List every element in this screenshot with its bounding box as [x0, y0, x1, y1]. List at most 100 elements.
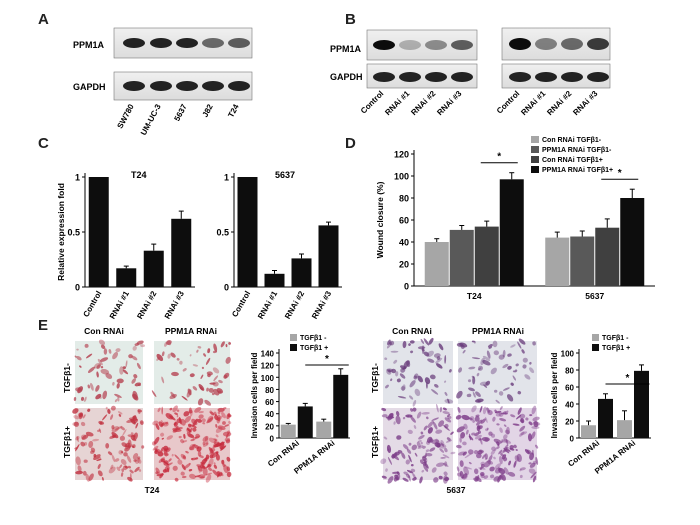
legend-label: PPM1A RNAi TGFβ1+: [542, 167, 613, 174]
stained-cell: [217, 441, 220, 445]
x-tick-label: RNAi #1: [256, 289, 279, 321]
stained-cell: [198, 411, 204, 414]
stained-cell: [456, 390, 463, 399]
stained-cell: [532, 416, 540, 422]
significance-marker: *: [626, 373, 630, 384]
y-tick-label: 80: [399, 194, 409, 204]
stained-cell: [444, 417, 452, 423]
blot-a-bands: [123, 38, 250, 91]
y-tick-label: 40: [565, 401, 574, 410]
stained-cell: [528, 421, 533, 426]
stained-cell: [140, 344, 145, 348]
stained-cell: [521, 349, 525, 354]
chart-title: 5637: [275, 170, 295, 180]
stained-cell: [476, 372, 480, 377]
stained-cell: [203, 353, 207, 357]
stained-cell: [429, 438, 434, 443]
stained-cell: [515, 449, 518, 451]
stained-cell: [182, 455, 186, 459]
stained-cell: [114, 393, 122, 398]
stained-cell: [492, 416, 496, 422]
stained-cell: [531, 431, 536, 440]
x-tick-label: RNAi #2: [135, 289, 158, 321]
stained-cell: [503, 434, 508, 440]
stained-cell: [409, 340, 415, 344]
stained-cell: [201, 458, 208, 465]
stained-cell: [422, 455, 427, 459]
significance-marker: *: [325, 354, 329, 365]
micrograph-row-label: TGFβ1-: [62, 363, 72, 393]
stained-cell: [209, 382, 216, 385]
stained-cell: [121, 468, 125, 472]
stained-cell: [513, 444, 517, 449]
stained-cell: [471, 375, 475, 379]
lane-label: J82: [201, 102, 215, 118]
stained-cell: [442, 407, 447, 411]
stained-cell: [410, 463, 414, 467]
stained-cell: [102, 390, 108, 400]
stained-cell: [117, 411, 123, 415]
stained-cell: [438, 475, 443, 480]
bar: [545, 237, 570, 286]
stained-cell: [129, 469, 134, 474]
stained-cell: [221, 459, 225, 465]
chart-title: T24: [131, 170, 147, 180]
stained-cell: [381, 407, 387, 412]
y-tick-label: 140: [261, 350, 275, 359]
stained-cell: [421, 345, 425, 355]
stained-cell: [413, 425, 417, 429]
stained-cell: [529, 414, 533, 417]
stained-cell: [500, 440, 504, 444]
stained-cell: [97, 470, 103, 477]
stained-cell: [136, 340, 144, 345]
stained-cell: [98, 420, 105, 425]
stained-cell: [411, 444, 418, 451]
stained-cell: [77, 465, 82, 472]
stained-cell: [392, 453, 400, 461]
stained-cell: [174, 477, 179, 482]
stained-cell: [494, 409, 498, 413]
x-tick-label: T24: [467, 291, 482, 301]
bar: [291, 258, 312, 287]
blot-band: [228, 81, 250, 91]
blot-band: [587, 38, 609, 50]
micrograph-tiles-5637: [380, 337, 541, 484]
stained-cell: [108, 466, 116, 474]
stained-cell: [212, 469, 219, 477]
stained-cell: [462, 451, 467, 456]
stained-cell: [118, 449, 124, 455]
stained-cell: [90, 382, 94, 391]
stained-cell: [163, 460, 170, 466]
stained-cell: [480, 463, 485, 468]
stained-cell: [533, 421, 539, 428]
stained-cell: [468, 366, 476, 370]
stained-cell: [96, 364, 101, 369]
stained-cell: [406, 448, 412, 454]
stained-cell: [133, 459, 138, 462]
stained-cell: [387, 339, 391, 346]
stained-cell: [400, 386, 406, 391]
stained-cell: [434, 384, 439, 388]
stained-cell: [160, 432, 165, 437]
stained-cell: [502, 411, 507, 415]
stained-cell: [182, 368, 187, 372]
stained-cell: [529, 462, 536, 468]
stained-cell: [483, 384, 488, 388]
stained-cell: [195, 433, 200, 439]
stained-cell: [189, 354, 192, 357]
stained-cell: [389, 340, 395, 346]
stained-cell: [440, 456, 446, 459]
stained-cell: [482, 359, 491, 366]
stained-cell: [488, 346, 493, 349]
blot-band: [202, 81, 224, 91]
stained-cell: [152, 445, 159, 451]
stained-cell: [222, 421, 226, 425]
stained-cell: [166, 340, 172, 345]
stained-cell: [414, 452, 418, 457]
bar: [449, 229, 474, 286]
stained-cell: [493, 350, 499, 356]
stained-cell: [434, 442, 441, 448]
stained-cell: [108, 349, 112, 354]
legend-label: TGFβ1 -: [602, 335, 629, 342]
stained-cell: [387, 476, 394, 484]
